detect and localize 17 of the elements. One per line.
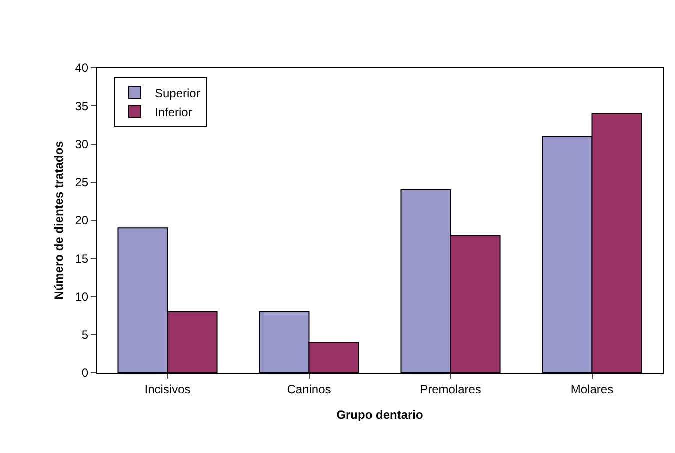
y-tick-label: 10 [75, 290, 89, 304]
x-tick-label: Incisivos [144, 382, 191, 396]
y-tick-label: 15 [75, 252, 89, 266]
x-axis-title: Grupo dentario [336, 408, 424, 422]
x-tick-label: Premolares [420, 382, 482, 396]
y-tick-label: 5 [82, 328, 89, 342]
y-tick-label: 35 [75, 99, 89, 114]
y-tick-label: 30 [75, 137, 89, 152]
y-tick-label: 25 [75, 176, 89, 190]
legend-label: Superior [154, 86, 200, 100]
legend-label: Inferior [154, 105, 192, 120]
y-tick-label: 40 [75, 61, 89, 76]
y-tick-label: 0 [82, 366, 89, 380]
y-axis-title: Número de dientes tratados [52, 140, 66, 300]
x-tick-label: Molares [570, 382, 614, 396]
y-tick-label: 20 [75, 214, 89, 228]
x-tick-label: Caninos [287, 382, 332, 396]
